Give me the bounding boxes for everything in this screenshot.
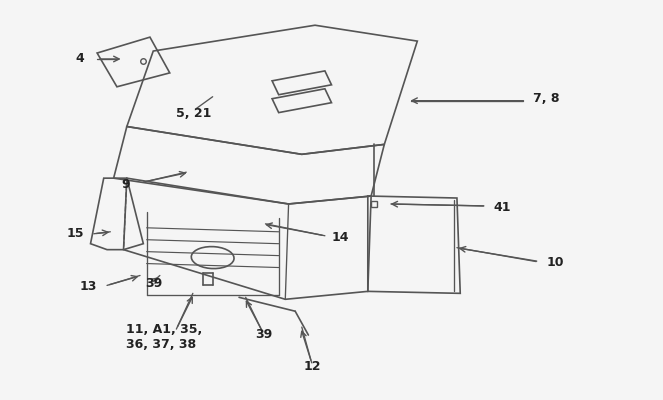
- Text: 39: 39: [255, 328, 272, 341]
- Text: 41: 41: [493, 201, 511, 214]
- Text: 7, 8: 7, 8: [533, 92, 560, 105]
- Text: 15: 15: [66, 227, 84, 240]
- Text: 14: 14: [332, 231, 349, 244]
- Text: 13: 13: [80, 280, 97, 293]
- Text: 4: 4: [75, 52, 84, 66]
- Text: 5, 21: 5, 21: [176, 107, 211, 120]
- Text: 10: 10: [546, 256, 564, 269]
- Text: 12: 12: [304, 360, 322, 372]
- Text: 9: 9: [121, 178, 130, 191]
- Text: 39: 39: [145, 277, 162, 290]
- Text: 11, A1, 35,
36, 37, 38: 11, A1, 35, 36, 37, 38: [125, 323, 202, 351]
